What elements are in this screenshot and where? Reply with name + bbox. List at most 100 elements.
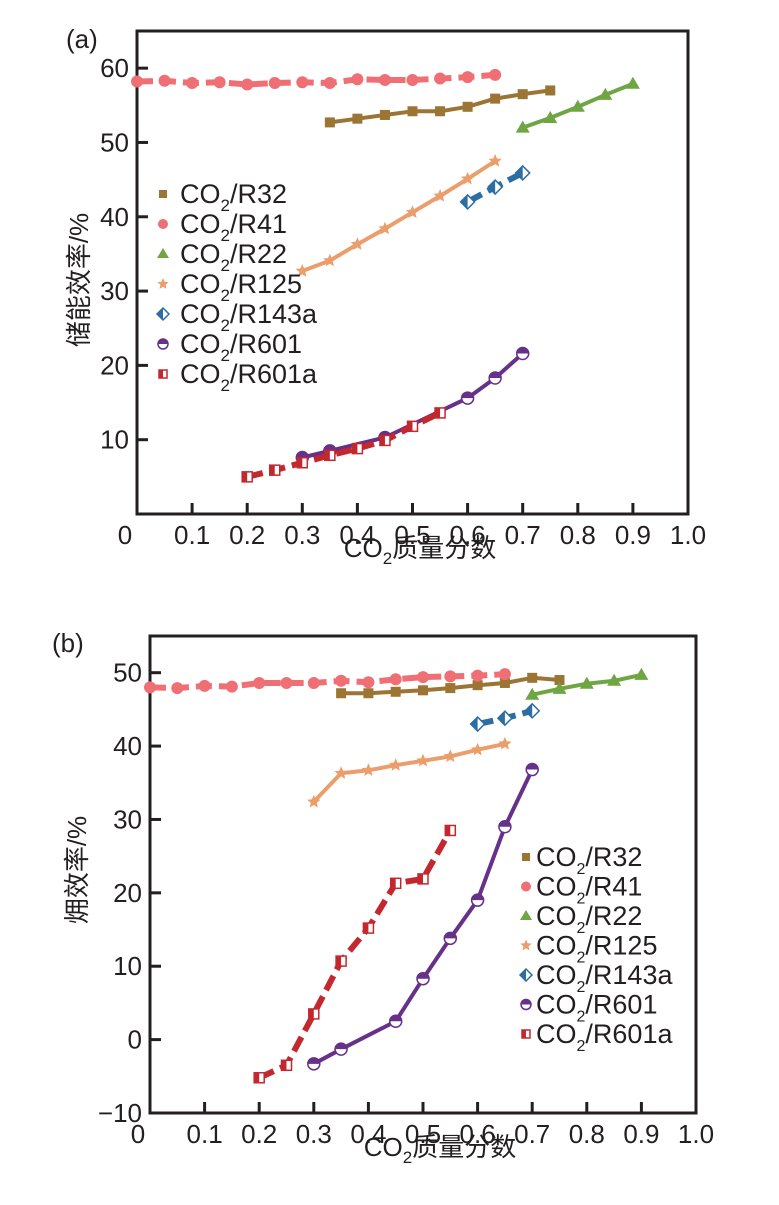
legend-item: CO2/R601a [521,1019,673,1055]
legend-marker [520,939,532,951]
data-point [296,76,309,89]
series-co2-r601a [253,824,457,1084]
data-point [489,68,502,81]
legend-marker [518,967,534,983]
data-point [634,667,649,680]
y-tick-label: 30 [100,276,129,306]
legend-label: CO2/R601 [180,329,302,365]
x-tick-label: 0.2 [241,1119,277,1149]
data-point [280,676,293,689]
data-point [417,873,429,885]
y-tick-label: 10 [113,951,142,981]
series-co2-r601 [307,762,539,1071]
x-tick-label: 0.8 [560,520,596,550]
legend-item: CO2/R601 [520,990,657,1026]
legend-label: CO2/R32 [180,179,287,215]
data-point [405,205,420,218]
data-point [515,346,530,361]
data-point [198,679,211,692]
data-point [389,877,402,890]
y-axis-title: 储能效率/% [64,213,94,347]
x-tick-label: 0.1 [174,520,210,550]
series-co2-r601 [295,346,530,465]
data-point [362,922,375,934]
data-point [598,87,613,100]
data-point [462,101,473,112]
data-point [416,753,430,767]
x-tick-label: 1.0 [678,1119,714,1149]
legend-label: CO2/R125 [180,269,302,305]
legend-label: CO2/R143a [180,299,318,335]
data-point [407,106,418,117]
data-point [378,221,392,235]
series-co2-r32 [324,85,556,128]
data-point [324,117,335,128]
data-point [445,683,456,694]
data-point [131,75,143,88]
legend-marker [521,881,531,892]
data-point [323,253,337,267]
data-point [253,676,266,689]
series-co2-r41 [144,668,511,695]
x-tick-label: 0.7 [514,1119,550,1149]
legend-item: CO2/R125 [157,269,302,305]
series-co2-r32 [336,672,565,699]
data-point [307,676,320,689]
y-tick-label: 50 [100,127,129,157]
legend-marker [522,853,530,861]
legend-item: CO2/R125 [520,931,657,967]
x-tick-label: 0 [118,520,132,550]
x-tick-label: 0.5 [405,1119,441,1149]
series-co2-r143a [459,164,531,210]
data-point [334,1042,348,1056]
data-point [496,710,513,727]
series-co2-r22 [515,76,640,133]
legend-marker [520,998,532,1011]
data-point [498,668,511,681]
legend-item: CO2/R41 [521,872,642,908]
y-tick-label: 50 [113,658,142,688]
x-tick-label: 0.1 [187,1119,223,1149]
legend-label: CO2/R601a [536,1019,673,1055]
chart-panel-a: (a) 0 0.1 0.2 0.3 0.4 0.5 0.6 0.7 0.8 0.9 1.0 10 20 30… [64,24,706,568]
legend-item: CO2/R601a [158,359,318,395]
legend-marker [521,1029,531,1039]
data-point [525,762,539,777]
data-point [525,687,540,700]
data-point [543,110,558,123]
data-point [335,955,347,967]
data-point [524,702,541,719]
data-point [335,674,348,687]
data-point [308,1008,320,1020]
data-point [434,407,446,419]
data-point [417,671,429,684]
x-tick-label: 0.6 [450,520,486,550]
panel-label: (a) [66,24,98,54]
data-point [379,434,391,447]
legend-label: CO2/R22 [180,239,287,275]
y-tick-label: 60 [100,53,129,83]
x-tick-label: 0.8 [569,1119,605,1149]
x-axis-title: CO2质量分数 [364,1132,516,1167]
data-point [498,820,512,834]
x-tick-label: 0.9 [615,520,651,550]
legend-item: CO2/R22 [157,239,287,275]
legend-label: CO2/R22 [536,901,642,937]
series-co2-r22 [525,667,649,700]
data-point [488,371,502,385]
series-line [312,768,535,1066]
data-point [418,685,428,696]
data-point [390,686,401,697]
data-point [351,73,364,86]
data-point [460,391,475,405]
series-co2-r143a [469,702,541,733]
data-point [389,758,403,771]
data-point [253,1072,265,1084]
series-co2-r125 [307,736,512,808]
legend-label: CO2/R601 [536,990,657,1026]
data-point [324,449,336,462]
data-point [334,766,348,779]
legend-item: CO2/R22 [520,901,642,937]
legend-marker [158,369,168,379]
data-point [443,749,457,762]
